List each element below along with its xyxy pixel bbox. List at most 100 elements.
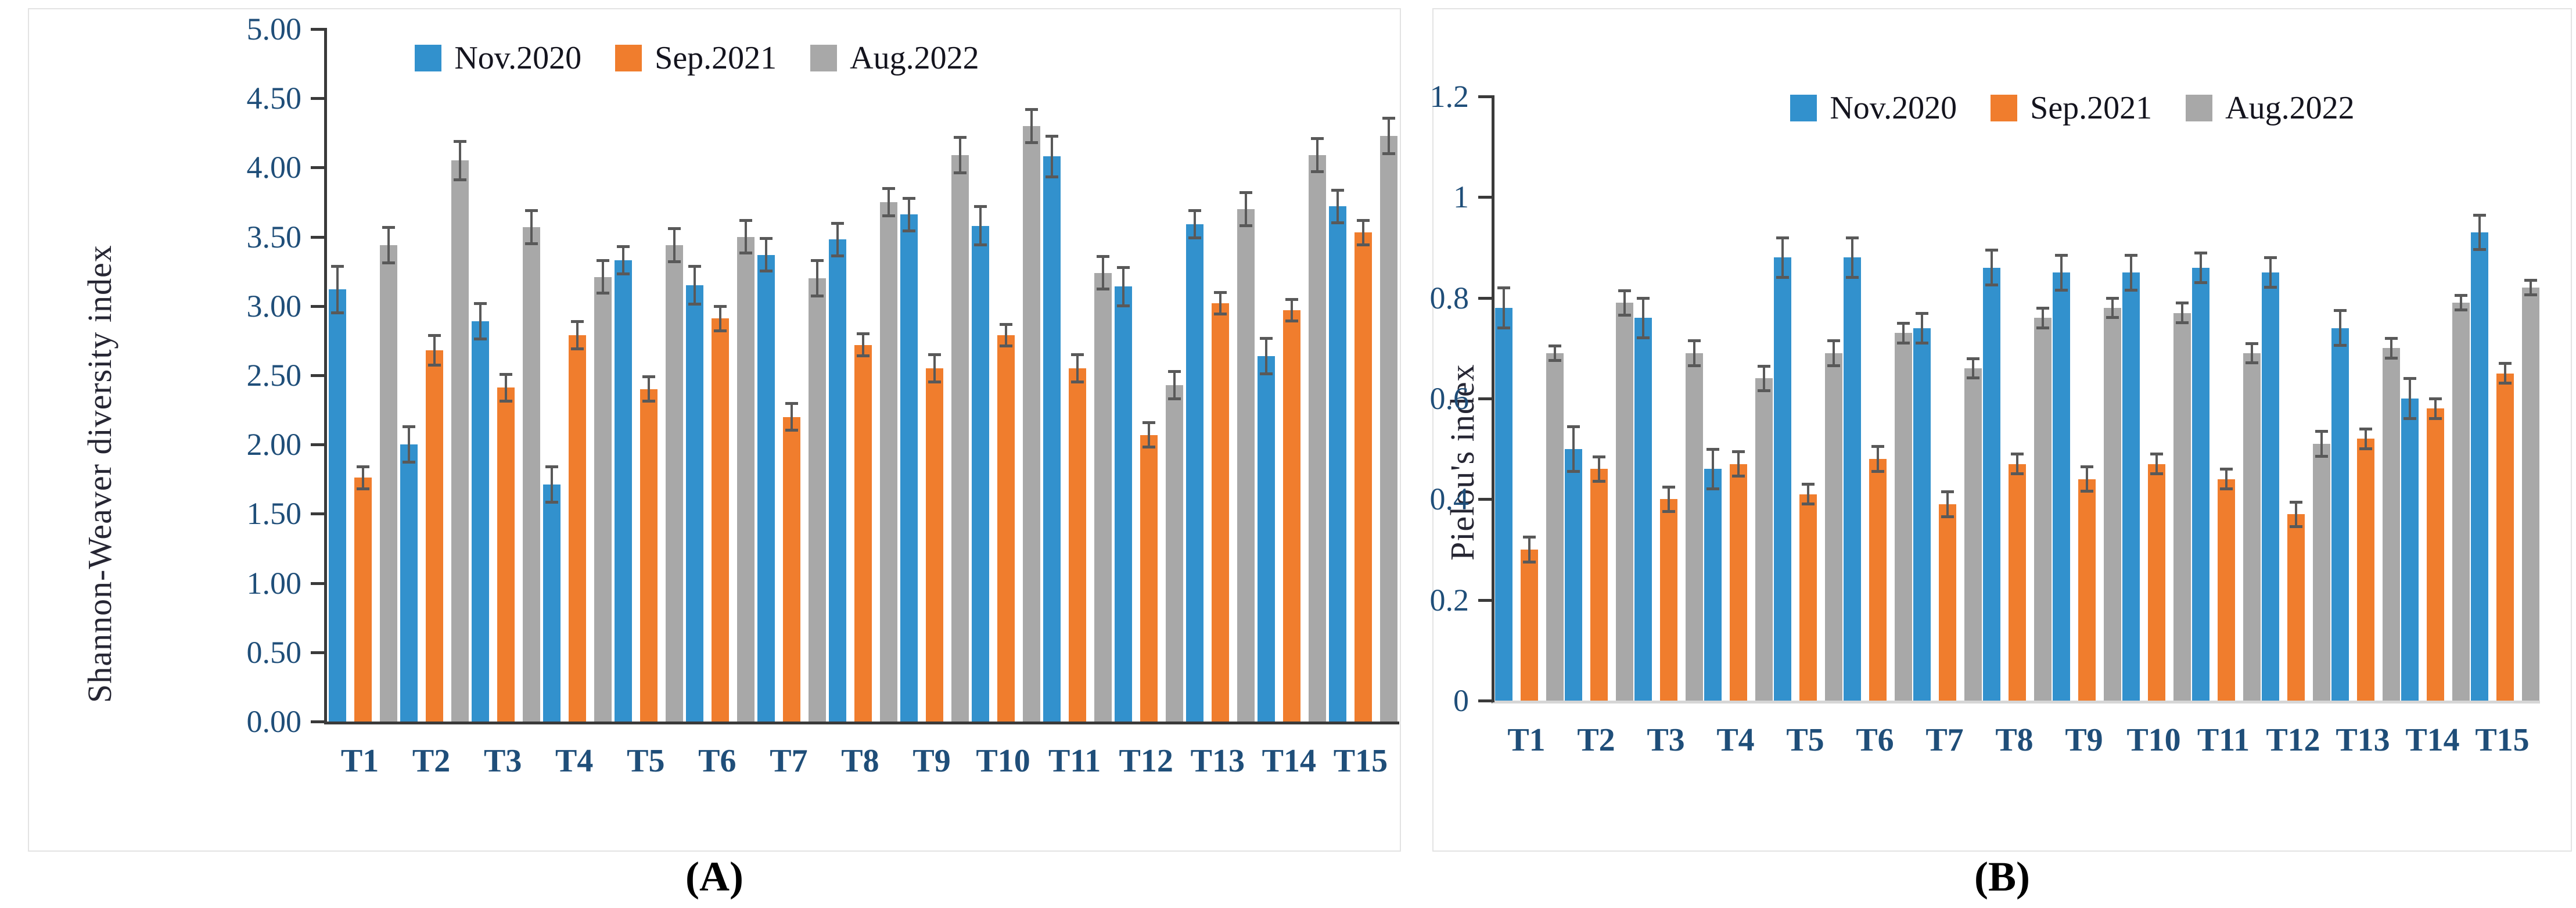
barwrap-sep2021-t13 bbox=[1212, 29, 1230, 722]
error-bar bbox=[499, 372, 512, 403]
bar-sep2021-t2 bbox=[425, 350, 443, 722]
caption-b: (B) bbox=[1974, 853, 2030, 900]
caption-a: (A) bbox=[685, 853, 743, 900]
error-bar-cap-top bbox=[1046, 134, 1059, 138]
barwrap-sep2021-t15 bbox=[2496, 96, 2514, 701]
barwrap-aug2022-t9 bbox=[2104, 96, 2121, 701]
error-bar-cap-top bbox=[1662, 485, 1675, 489]
legend-item-nov2020: Nov.2020 bbox=[415, 40, 581, 77]
error-bar-cap-bottom bbox=[2011, 472, 2024, 475]
barwrap-aug2022-t2 bbox=[451, 29, 469, 722]
bar-cluster-t6 bbox=[684, 29, 756, 722]
error-bar-cap-top bbox=[1706, 447, 1719, 451]
bar-cluster-t1 bbox=[327, 29, 398, 722]
error-bar-cap-top bbox=[1897, 322, 1910, 325]
bar-aug2022-t6 bbox=[736, 236, 755, 722]
error-bar bbox=[1523, 536, 1536, 564]
bar-cluster-t10 bbox=[971, 29, 1042, 722]
error-bar-cap-top bbox=[2473, 213, 2486, 217]
error-bar bbox=[2011, 453, 2024, 475]
bar-cluster-t5 bbox=[1773, 96, 1843, 701]
error-bar bbox=[2194, 251, 2207, 284]
y-tick-label: 2.00 bbox=[246, 427, 302, 462]
error-bar bbox=[1025, 108, 1039, 144]
error-bar-cap-bottom bbox=[1000, 344, 1013, 347]
category-label-t14: T14 bbox=[2405, 722, 2460, 758]
error-bar bbox=[713, 304, 727, 332]
category-label-t13: T13 bbox=[2336, 722, 2390, 758]
error-bar-cap-bottom bbox=[1758, 389, 1770, 392]
error-bar bbox=[2106, 296, 2119, 320]
error-bar-cap-top bbox=[1549, 344, 1561, 347]
error-bar bbox=[1071, 353, 1084, 383]
y-tick-mark bbox=[1478, 397, 1494, 400]
barwrap-aug2022-t12 bbox=[2313, 96, 2330, 701]
category-label-t4: T4 bbox=[555, 743, 594, 779]
error-bar bbox=[2385, 337, 2398, 360]
bar-sep2021-t8 bbox=[854, 344, 872, 722]
legend-item-aug2022: Aug.2022 bbox=[810, 40, 979, 77]
error-bar bbox=[785, 401, 798, 432]
error-bar-cap-top bbox=[2429, 397, 2442, 401]
barwrap-aug2022-t8 bbox=[2034, 96, 2052, 701]
category-labels-b: T1 T2 T3 T4 T5 T6 T7 T8 T9 T10 T11 T12 T13 T14 T15 bbox=[1492, 722, 2537, 759]
error-bar-cap-bottom bbox=[1776, 276, 1789, 279]
bar-cluster-t4 bbox=[1704, 96, 1773, 701]
category-label-t4: T4 bbox=[1716, 722, 1755, 758]
error-bar bbox=[570, 320, 584, 350]
bar-clusters-a bbox=[327, 29, 1399, 722]
category-label-t7: T7 bbox=[1925, 722, 1964, 758]
error-bar-cap-bottom bbox=[1706, 487, 1719, 490]
category-label-t3: T3 bbox=[1647, 722, 1685, 758]
error-bar-cap-top bbox=[402, 425, 415, 429]
error-bar-cap-bottom bbox=[785, 429, 798, 432]
barwrap-aug2022-t11 bbox=[2243, 96, 2261, 701]
category-label-t8: T8 bbox=[841, 743, 879, 779]
legend-label-nov2020: Nov.2020 bbox=[454, 40, 582, 76]
bar-sep2021-t9 bbox=[2078, 479, 2096, 701]
error-bar bbox=[2359, 428, 2372, 450]
error-bar-cap-top bbox=[382, 225, 395, 229]
bar-nov2020-t1 bbox=[328, 289, 346, 722]
error-bar bbox=[2499, 362, 2512, 385]
error-bar bbox=[1311, 137, 1324, 173]
category-label-t13: T13 bbox=[1190, 743, 1245, 779]
error-bar bbox=[1260, 336, 1273, 375]
bar-cluster-t3 bbox=[1634, 96, 1704, 701]
bar-nov2020-t4 bbox=[542, 484, 561, 722]
error-bar-cap-bottom bbox=[1357, 243, 1370, 246]
error-bar-cap-top bbox=[2403, 377, 2416, 381]
error-bar-cap-bottom bbox=[499, 400, 512, 403]
error-bar bbox=[427, 333, 441, 367]
bar-nov2020-t9 bbox=[900, 214, 918, 722]
error-bar bbox=[882, 187, 895, 217]
error-bar-cap-top bbox=[974, 205, 987, 209]
error-bar-cap-top bbox=[427, 333, 441, 337]
error-bar bbox=[330, 264, 344, 314]
barwrap-aug2022-t3 bbox=[1686, 96, 1703, 701]
y-tick-label: 3.00 bbox=[246, 288, 302, 324]
bar-nov2020-t12 bbox=[1115, 286, 1133, 722]
barwrap-nov2020-t8 bbox=[1983, 96, 2000, 701]
error-bar-cap-top bbox=[545, 465, 558, 469]
bar-nov2020-t8 bbox=[828, 239, 846, 722]
error-bar-cap-bottom bbox=[2194, 281, 2207, 284]
bar-nov2020-t10 bbox=[972, 225, 990, 722]
error-bar bbox=[1618, 289, 1631, 317]
bar-sep2021-t6 bbox=[1869, 459, 1887, 701]
barwrap-nov2020-t13 bbox=[1186, 29, 1204, 722]
bar-cluster-t1 bbox=[1494, 96, 1564, 701]
error-bar-cap-top bbox=[1000, 322, 1013, 326]
error-bar-cap-top bbox=[616, 245, 630, 249]
bar-cluster-t15 bbox=[1328, 29, 1399, 722]
error-bar-cap-top bbox=[1311, 137, 1324, 141]
bar-sep2021-t8 bbox=[2009, 464, 2026, 701]
error-bar-cap-bottom bbox=[2106, 316, 2119, 320]
error-bar-cap-bottom bbox=[382, 261, 395, 264]
y-tick-mark bbox=[311, 166, 327, 170]
error-bar-cap-bottom bbox=[1985, 283, 1998, 286]
error-bar-cap-top bbox=[2359, 428, 2372, 431]
category-label-t9: T9 bbox=[2065, 722, 2103, 758]
barwrap-nov2020-t1 bbox=[328, 29, 346, 722]
error-bar-cap-top bbox=[1188, 209, 1202, 213]
